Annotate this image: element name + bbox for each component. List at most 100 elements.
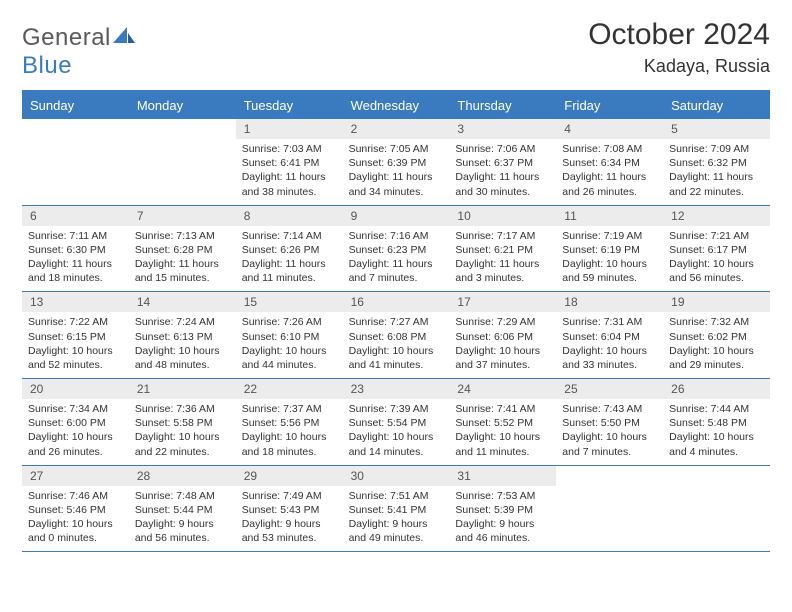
calendar-cell-11: 11Sunrise: 7:19 AMSunset: 6:19 PMDayligh… — [556, 206, 663, 292]
sunrise-line: Sunrise: 7:34 AM — [28, 403, 108, 415]
day-number: 16 — [343, 292, 450, 312]
day-body: Sunrise: 7:31 AMSunset: 6:04 PMDaylight:… — [556, 312, 663, 378]
month-title: October 2024 — [588, 18, 770, 52]
weekday-tuesday: Tuesday — [236, 92, 343, 119]
day-number: 21 — [129, 379, 236, 399]
calendar-cell-12: 12Sunrise: 7:21 AMSunset: 6:17 PMDayligh… — [663, 206, 770, 292]
daylight-line: Daylight: 10 hours and 14 minutes. — [349, 431, 434, 457]
daylight-line: Daylight: 10 hours and 26 minutes. — [28, 431, 113, 457]
calendar-cell-20: 20Sunrise: 7:34 AMSunset: 6:00 PMDayligh… — [22, 379, 129, 465]
day-number: 4 — [556, 119, 663, 139]
sunset-line: Sunset: 6:21 PM — [455, 244, 533, 256]
sunset-line: Sunset: 6:00 PM — [28, 417, 106, 429]
calendar-cell-16: 16Sunrise: 7:27 AMSunset: 6:08 PMDayligh… — [343, 292, 450, 378]
sunset-line: Sunset: 5:46 PM — [28, 504, 106, 516]
day-number: 19 — [663, 292, 770, 312]
daylight-line: Daylight: 11 hours and 15 minutes. — [135, 258, 219, 284]
daylight-line: Daylight: 10 hours and 29 minutes. — [669, 345, 754, 371]
day-body: Sunrise: 7:49 AMSunset: 5:43 PMDaylight:… — [236, 486, 343, 552]
day-number: 8 — [236, 206, 343, 226]
weekday-friday: Friday — [556, 92, 663, 119]
day-number: 15 — [236, 292, 343, 312]
calendar-cell-18: 18Sunrise: 7:31 AMSunset: 6:04 PMDayligh… — [556, 292, 663, 378]
sunset-line: Sunset: 6:26 PM — [242, 244, 320, 256]
day-number: 13 — [22, 292, 129, 312]
sunset-line: Sunset: 6:23 PM — [349, 244, 427, 256]
sunset-line: Sunset: 6:34 PM — [562, 157, 640, 169]
calendar-cell-4: 4Sunrise: 7:08 AMSunset: 6:34 PMDaylight… — [556, 119, 663, 205]
day-body: Sunrise: 7:05 AMSunset: 6:39 PMDaylight:… — [343, 139, 450, 205]
weekday-wednesday: Wednesday — [343, 92, 450, 119]
daylight-line: Daylight: 9 hours and 49 minutes. — [349, 518, 428, 544]
sunrise-line: Sunrise: 7:44 AM — [669, 403, 749, 415]
sunrise-line: Sunrise: 7:32 AM — [669, 316, 749, 328]
sunrise-line: Sunrise: 7:36 AM — [135, 403, 215, 415]
logo-part1: General — [22, 24, 111, 51]
day-number: 12 — [663, 206, 770, 226]
sunset-line: Sunset: 5:48 PM — [669, 417, 747, 429]
sunrise-line: Sunrise: 7:39 AM — [349, 403, 429, 415]
sunset-line: Sunset: 6:13 PM — [135, 331, 213, 343]
weekday-saturday: Saturday — [663, 92, 770, 119]
day-number: 2 — [343, 119, 450, 139]
title-block: October 2024 Kadaya, Russia — [588, 18, 770, 77]
day-number: 5 — [663, 119, 770, 139]
day-body: Sunrise: 7:34 AM Sunset: 6:00 PM Daylight:… — [22, 399, 129, 465]
day-number: 28 — [129, 466, 236, 486]
day-body: Sunrise: 7:37 AMSunset: 5:56 PMDaylight:… — [236, 399, 343, 465]
sunset-line: Sunset: 6:08 PM — [349, 331, 427, 343]
calendar-cell-empty: .. — [129, 119, 236, 205]
sunrise-line: Sunrise: 7:11 AM — [28, 230, 107, 242]
sunrise-line: Sunrise: 7:03 AM — [242, 143, 322, 155]
calendar-cell-27: 27Sunrise: 7:46 AMSunset: 5:46 PMDayligh… — [22, 466, 129, 552]
daylight-line: Daylight: 10 hours and 44 minutes. — [242, 345, 327, 371]
sunrise-line: Sunrise: 7:46 AM — [28, 490, 108, 502]
location-title: Kadaya, Russia — [588, 56, 770, 77]
day-body: Sunrise: 7:51 AMSunset: 5:41 PMDaylight:… — [343, 486, 450, 552]
day-body: Sunrise: 7:17 AM Sunset: 6:21 PM Daylight:… — [449, 226, 556, 292]
day-number: 25 — [556, 379, 663, 399]
calendar-cell-29: 29Sunrise: 7:49 AMSunset: 5:43 PMDayligh… — [236, 466, 343, 552]
calendar-cell-30: 30Sunrise: 7:51 AMSunset: 5:41 PMDayligh… — [343, 466, 450, 552]
calendar-cell-8: 8Sunrise: 7:14 AMSunset: 6:26 PMDaylight… — [236, 206, 343, 292]
day-number: 30 — [343, 466, 450, 486]
day-body: Sunrise: 7:29 AMSunset: 6:06 PMDaylight:… — [449, 312, 556, 378]
day-body: Sunrise: 7:27 AMSunset: 6:08 PMDaylight:… — [343, 312, 450, 378]
daylight-line: Daylight: 10 hours and 0 minutes. — [28, 518, 113, 544]
weekday-monday: Monday — [129, 92, 236, 119]
sunrise-line: Sunrise: 7:31 AM — [562, 316, 642, 328]
calendar-cell-2: 2Sunrise: 7:05 AMSunset: 6:39 PMDaylight… — [343, 119, 450, 205]
calendar-cell-13: 13Sunrise: 7:22 AMSunset: 6:15 PMDayligh… — [22, 292, 129, 378]
logo-sail-icon — [113, 24, 135, 52]
sunrise-line: Sunrise: 7:14 AM — [242, 230, 322, 242]
day-body: Sunrise: 7:11 AMSunset: 6:30 PMDaylight:… — [22, 226, 129, 292]
sunrise-line: Sunrise: 7:26 AM — [242, 316, 322, 328]
sunrise-line: Sunrise: 7:53 AM — [455, 490, 535, 502]
sunrise-line: Sunrise: 7:13 AM — [135, 230, 215, 242]
sunset-line: Sunset: 5:44 PM — [135, 504, 213, 516]
calendar-cell-10: 10Sunrise: 7:17 AMSunset: 6:21 PMDayligh… — [449, 206, 556, 292]
day-body: Sunrise: 7:41 AMSunset: 5:52 PMDaylight:… — [449, 399, 556, 465]
day-number: 6 — [22, 206, 129, 226]
calendar-cell-6: 6Sunrise: 7:11 AMSunset: 6:30 PMDaylight… — [22, 206, 129, 292]
calendar-cell-26: 26Sunrise: 7:44 AMSunset: 5:48 PMDayligh… — [663, 379, 770, 465]
sunset-line: Sunset: 6:19 PM — [562, 244, 640, 256]
daylight-line: Daylight: 11 hours and 3 minutes. — [455, 258, 539, 284]
sunrise-line: Sunrise: 7:37 AM — [242, 403, 322, 415]
daylight-line: Daylight: 10 hours and 56 minutes. — [669, 258, 754, 284]
daylight-line: Daylight: 10 hours and 11 minutes. — [455, 431, 540, 457]
day-body: Sunrise: 7:13 AMSunset: 6:28 PMDaylight:… — [129, 226, 236, 292]
sunrise-line: Sunrise: 7:09 AM — [669, 143, 749, 155]
day-body: Sunrise: 7:46 AM Sunset: 5:46 PM Daylight:… — [22, 486, 129, 552]
sunrise-line: Sunrise: 7:43 AM — [562, 403, 642, 415]
day-number: 18 — [556, 292, 663, 312]
day-body: Sunrise: 7:24 AMSunset: 6:13 PMDaylight:… — [129, 312, 236, 378]
daylight-line: Daylight: 11 hours and 18 minutes. — [28, 258, 112, 284]
daylight-line: Daylight: 10 hours and 22 minutes. — [135, 431, 220, 457]
daylight-line: Daylight: 10 hours and 37 minutes. — [455, 345, 540, 371]
calendar-cell-7: 7Sunrise: 7:13 AMSunset: 6:28 PMDaylight… — [129, 206, 236, 292]
day-number: 22 — [236, 379, 343, 399]
sunset-line: Sunset: 6:39 PM — [349, 157, 427, 169]
sunrise-line: Sunrise: 7:17 AM — [455, 230, 535, 242]
calendar-cell-22: 22Sunrise: 7:37 AMSunset: 5:56 PMDayligh… — [236, 379, 343, 465]
